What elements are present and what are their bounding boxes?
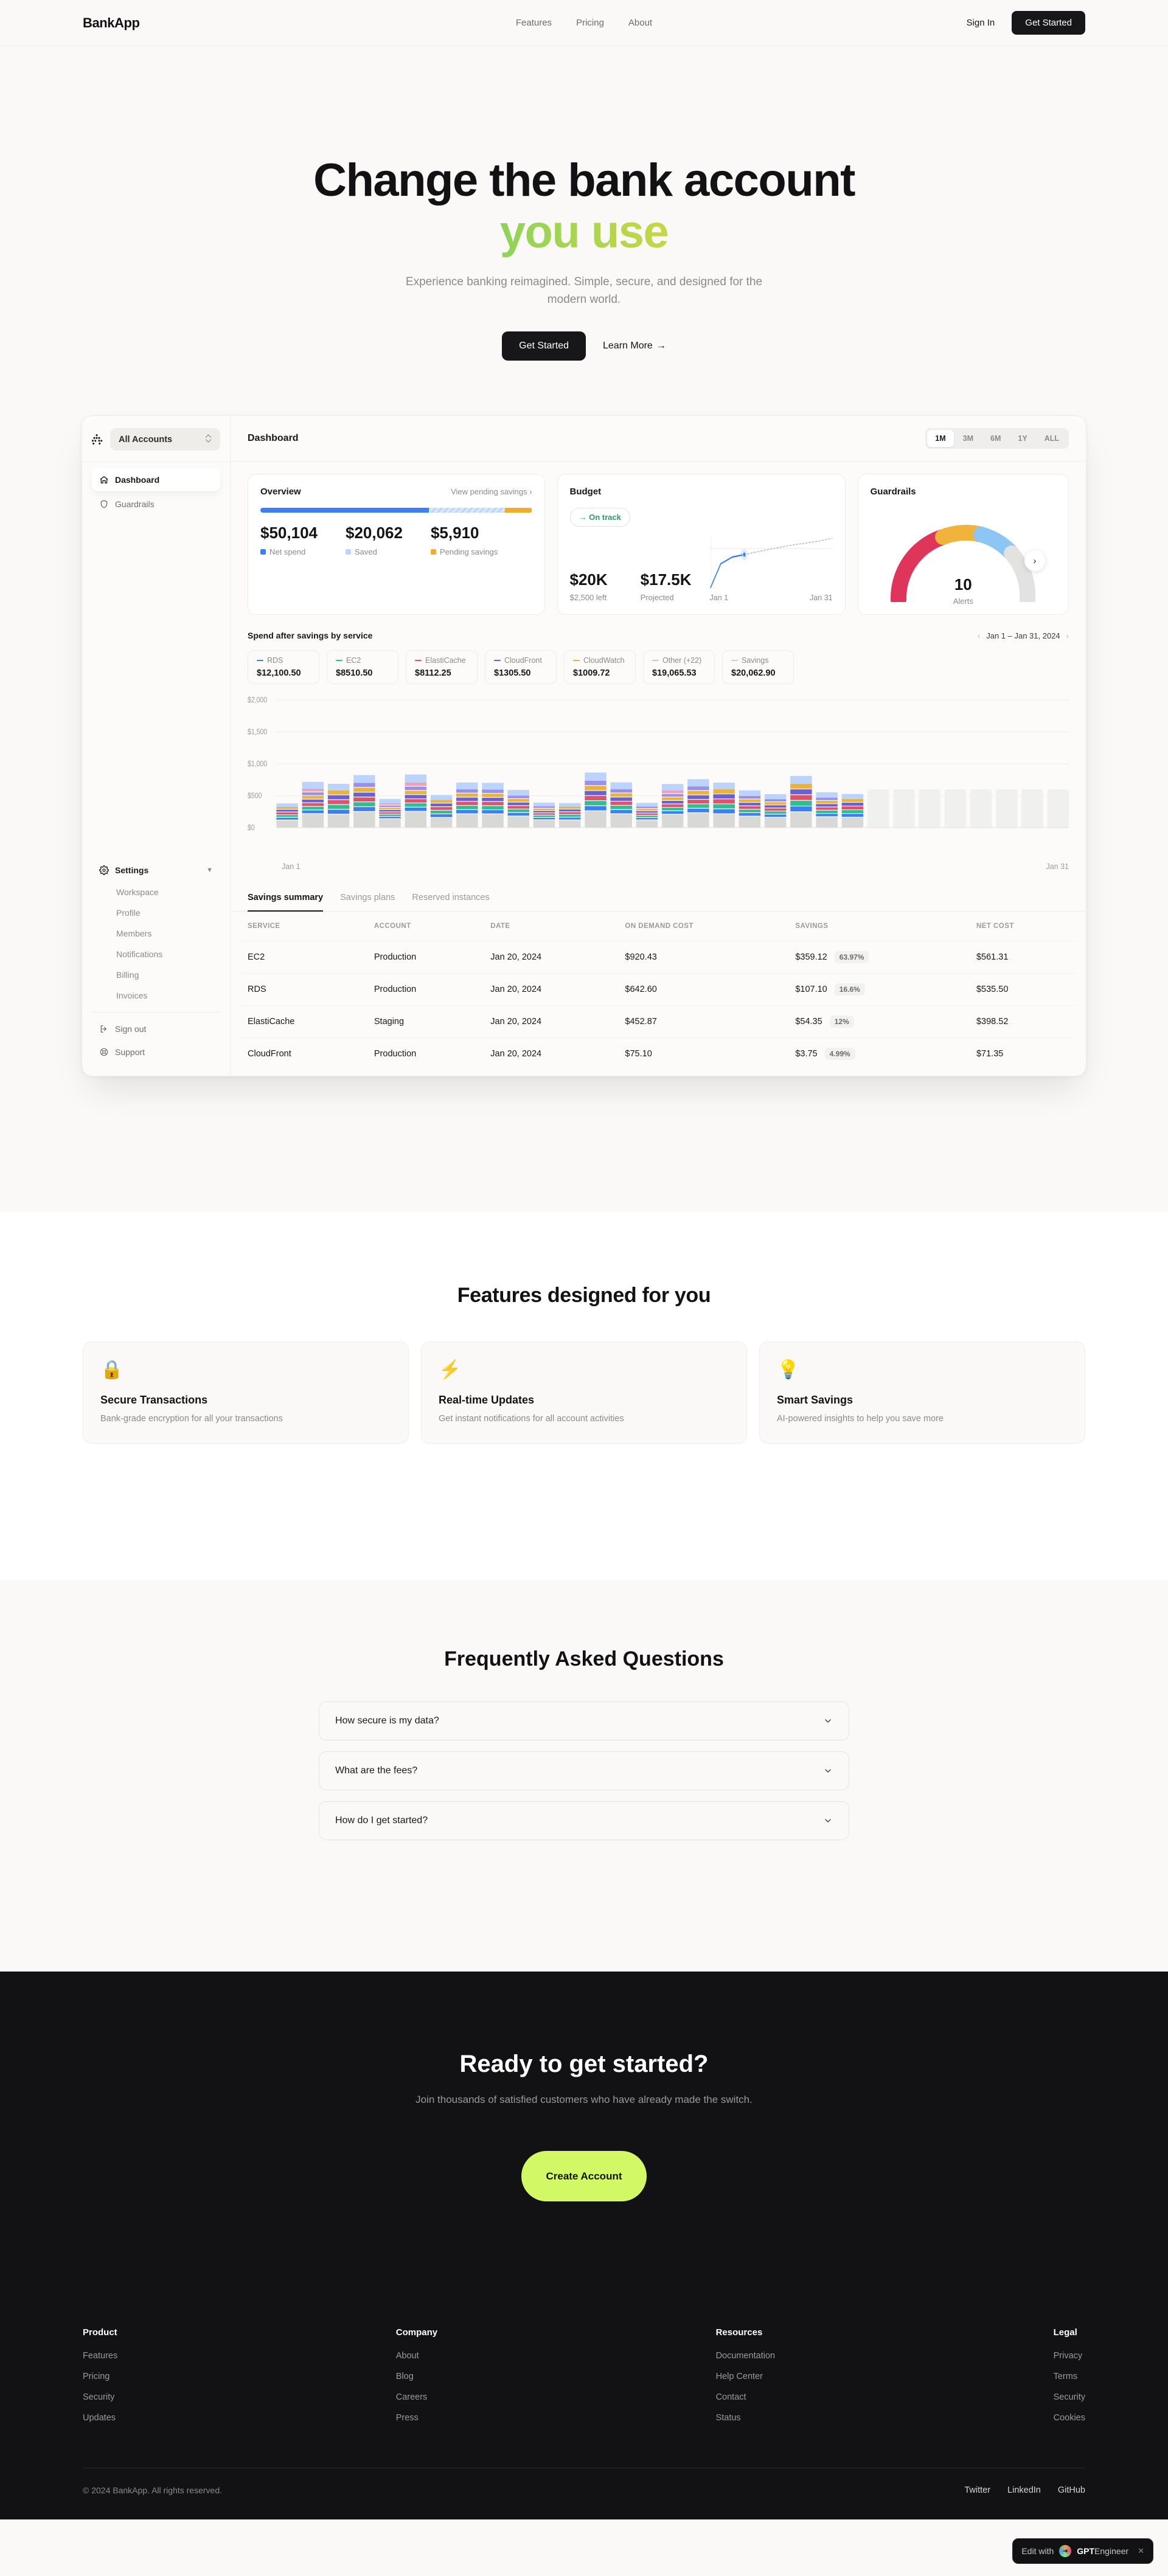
svg-text:$0: $0 — [248, 825, 255, 833]
svg-text:$500: $500 — [248, 792, 262, 800]
svg-text:$2,000: $2,000 — [248, 697, 267, 705]
svg-text:$1,500: $1,500 — [248, 729, 267, 736]
svg-text:$1,000: $1,000 — [248, 761, 267, 769]
